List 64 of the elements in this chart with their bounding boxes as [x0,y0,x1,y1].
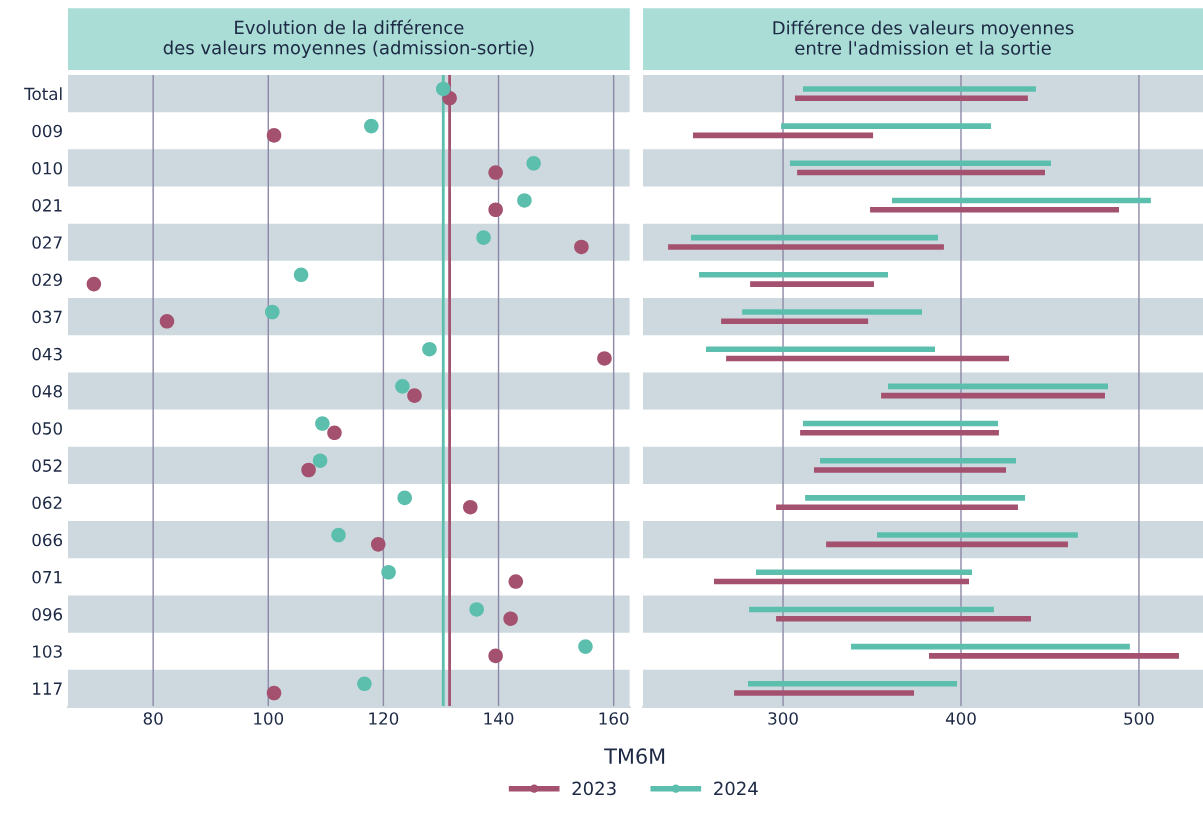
y-tick-label: 071 [32,570,62,584]
x-tick-label: 80 [143,712,163,725]
x-tick-label: 400 [945,712,976,725]
bar [742,309,923,315]
bar [776,615,1031,622]
y-tick-label: 010 [32,161,62,175]
bar [802,420,999,427]
bar [881,392,1105,399]
bar [826,541,1068,548]
y-tick-label: 117 [33,682,62,695]
y-tick-label: 037 [32,310,62,324]
bar [802,86,1036,92]
y-tick-label: 096 [32,608,63,621]
legend-label: 2023 [572,781,616,796]
bar [781,123,992,129]
bar [699,272,889,278]
y-tick-label: 021 [32,199,62,212]
bar [691,234,939,241]
bar [800,430,999,436]
bar [721,318,869,325]
x-tick-label: 140 [484,712,514,725]
y-tick-label: 066 [32,533,63,547]
bar [851,643,1130,650]
bar [726,355,1010,362]
chart-title: Différence des valeurs moyennes entre l'admission et la sortie [773,19,1074,55]
x-axis-title: TM6M [604,748,665,764]
bar [805,495,1026,501]
y-tick-label: 027 [32,236,62,249]
bar [747,680,958,687]
y-tick-label: 052 [32,459,62,472]
y-tick-label: 050 [32,422,62,435]
bar [870,206,1120,213]
legend-label: 2024 [714,781,758,796]
bar [706,346,936,352]
x-tick-label: 300 [768,712,798,725]
y-tick-label: 043 [32,347,62,361]
bar [877,532,1078,538]
x-tick-label: 160 [599,712,629,725]
bar [820,457,1016,464]
y-tick-label: Total [24,87,62,101]
y-tick-label: 103 [33,645,62,658]
chart-title: Evolution de la différence des valeurs moyennes (admission-sortie) [163,19,534,58]
bar [891,197,1151,204]
bar [734,690,915,696]
bar [789,160,1052,167]
y-tick-label: 029 [32,273,62,287]
bar [776,504,1018,510]
y-tick-label: 062 [32,496,62,510]
bar [668,244,944,250]
bar [714,578,969,585]
bar [797,169,1045,176]
bar [814,467,1007,473]
bar [888,383,1108,390]
bar [756,569,973,576]
x-tick-label: 100 [254,712,284,725]
bar [693,132,874,139]
y-tick-label: 048 [32,384,62,398]
x-tick-label: 500 [1124,712,1154,725]
y-tick-label: 009 [32,124,62,138]
bar [749,606,994,613]
bar [928,653,1179,659]
bar [750,281,874,287]
x-tick-label: 120 [369,712,399,725]
bar [794,95,1028,101]
